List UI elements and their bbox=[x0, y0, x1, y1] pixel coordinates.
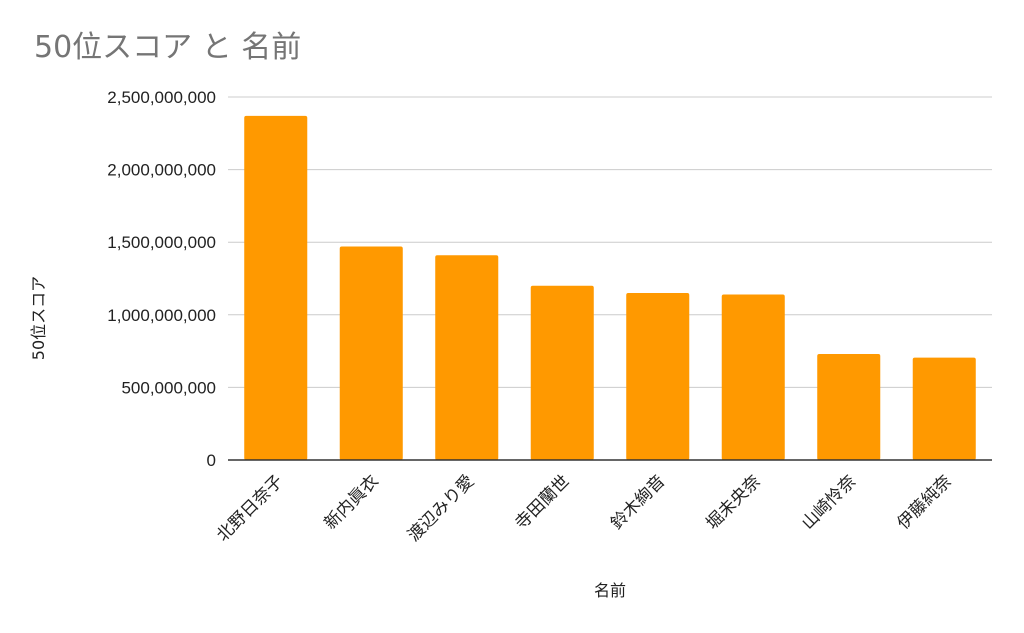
bar bbox=[626, 293, 690, 460]
x-tick-label: 寺田蘭世 bbox=[512, 471, 574, 533]
chart-title: 50位スコア と 名前 bbox=[34, 30, 302, 65]
x-tick-label: 新内眞衣 bbox=[321, 471, 383, 533]
y-tick-label: 2,000,000,000 bbox=[107, 161, 216, 180]
y-tick-label: 500,000,000 bbox=[121, 378, 216, 397]
x-tick-label: 鈴木絢音 bbox=[607, 471, 669, 533]
bar bbox=[339, 246, 403, 460]
bar bbox=[721, 294, 785, 460]
x-tick-label: 渡辺みり愛 bbox=[404, 471, 478, 545]
x-tick-label: 山崎怜奈 bbox=[798, 471, 860, 533]
y-tick-label: 1,000,000,000 bbox=[107, 306, 216, 325]
bar bbox=[244, 115, 308, 460]
y-tick-label: 2,500,000,000 bbox=[107, 88, 216, 107]
y-tick-label: 0 bbox=[207, 451, 216, 470]
x-tick-label: 伊藤純奈 bbox=[894, 471, 956, 533]
x-axis-labels: 北野日奈子 新内眞衣 渡辺みり愛 寺田蘭世 鈴木絢音 堀未央奈 山崎怜奈 伊藤純奈 bbox=[213, 471, 956, 545]
bar bbox=[435, 255, 499, 460]
bar bbox=[530, 285, 594, 460]
bar bbox=[817, 354, 881, 460]
y-axis-title: 50位スコア bbox=[29, 276, 48, 360]
y-axis-ticks: 0 500,000,000 1,000,000,000 1,500,000,000 2,… bbox=[107, 88, 216, 470]
y-tick-label: 1,500,000,000 bbox=[107, 233, 216, 252]
x-tick-label: 堀未央奈 bbox=[703, 471, 765, 533]
x-axis-title: 名前 bbox=[594, 581, 626, 600]
bars bbox=[244, 115, 976, 460]
x-tick-label: 北野日奈子 bbox=[213, 471, 287, 545]
bar bbox=[912, 357, 976, 460]
